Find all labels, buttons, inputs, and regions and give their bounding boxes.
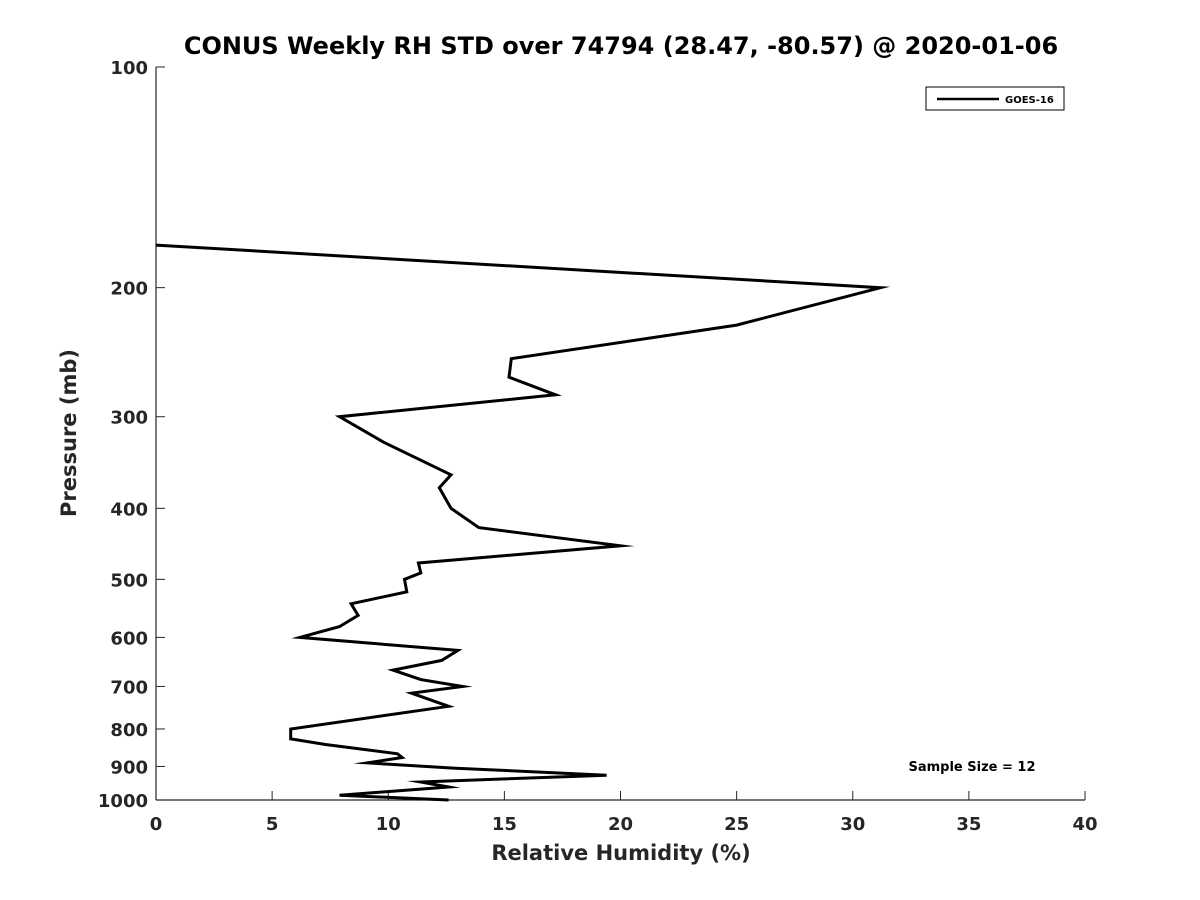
y-tick-label: 400: [110, 499, 148, 520]
y-tick-label: 200: [110, 279, 148, 300]
series-line-goes-16: [155, 243, 891, 802]
y-tick-label: 100: [110, 58, 148, 79]
y-axis-label: Pressure (mb): [57, 349, 81, 517]
x-tick-label: 15: [492, 814, 517, 835]
x-tick-label: 10: [376, 814, 401, 835]
y-tick-label: 900: [110, 757, 148, 778]
x-tick-label: 0: [150, 814, 163, 835]
legend-entry-goes-16: GOES-16: [1005, 95, 1054, 106]
y-tick-label: 500: [110, 570, 148, 591]
y-tick-label: 1000: [98, 791, 148, 812]
y-tick-label: 800: [110, 720, 148, 741]
y-tick-label: 600: [110, 628, 148, 649]
y-tick-label: 700: [110, 677, 148, 698]
x-tick-label: 30: [840, 814, 865, 835]
x-tick-label: 40: [1072, 814, 1097, 835]
plot-axes: 0 5 10 15 20 25 30 35 40 100 200 300 400 500 600 700 800…: [98, 58, 1098, 835]
x-tick-label: 20: [608, 814, 633, 835]
x-axis-label: Relative Humidity (%): [491, 841, 750, 865]
sample-size-annotation: Sample Size = 12: [908, 760, 1035, 775]
series-layer: [155, 243, 891, 802]
legend: GOES-16: [925, 86, 1065, 111]
y-tick-label: 300: [110, 408, 148, 429]
chart-title: CONUS Weekly RH STD over 74794 (28.47, -…: [184, 32, 1058, 60]
x-tick-label: 5: [266, 814, 279, 835]
x-tick-label: 35: [956, 814, 981, 835]
x-tick-label: 25: [724, 814, 749, 835]
